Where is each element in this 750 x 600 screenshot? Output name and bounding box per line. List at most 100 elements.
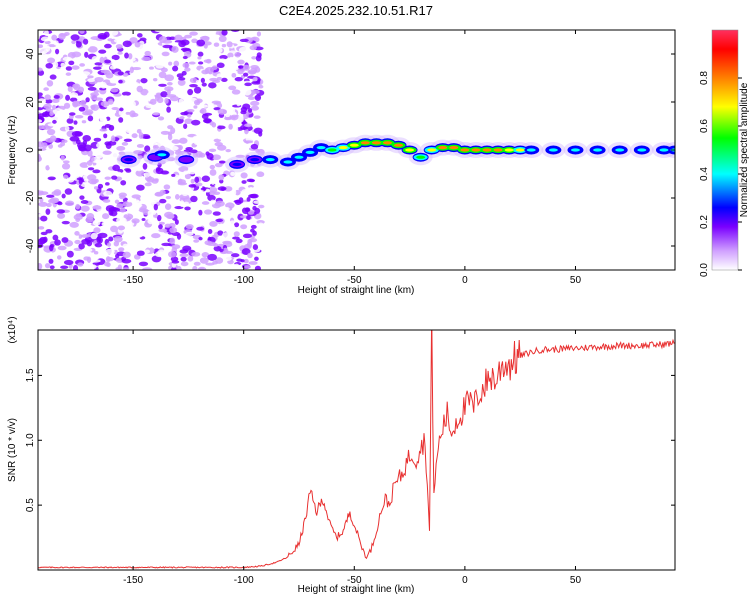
spectrogram-noise-speck: [141, 192, 148, 200]
spectrogram-noise-speck: [158, 228, 168, 233]
spectrogram-noise-speck: [162, 39, 173, 44]
spectrogram-noise-speck: [253, 115, 261, 119]
spectrogram-noise-speck: [156, 214, 162, 222]
spectrogram-noise-speck: [82, 111, 93, 116]
spectrogram-noise-speck: [48, 143, 54, 149]
spectrogram-noise-speck: [217, 144, 227, 151]
spectrogram-noise-speck: [210, 199, 216, 205]
spectrogram-noise-speck: [254, 256, 259, 261]
spectrogram-noise-speck: [106, 86, 112, 91]
spectrogram-noise-speck: [132, 242, 139, 249]
spectrogram-x-tick-label: 0: [462, 275, 468, 286]
spectrogram-noise-speck: [183, 201, 190, 206]
spectrogram-noise-speck: [118, 79, 123, 84]
spectrogram-noise-speck: [117, 71, 124, 76]
spectrogram-noise-speck: [207, 194, 216, 202]
spectrogram-noise-speck: [230, 171, 236, 176]
spectrogram-noise-speck: [218, 174, 225, 181]
spectrogram-noise-speck: [167, 214, 175, 220]
spectrogram-ridge-core: [471, 148, 481, 152]
spectrogram-noise-speck: [235, 238, 243, 244]
spectrogram-noise-speck: [151, 265, 159, 270]
spectrogram-noise-speck: [244, 33, 251, 39]
spectrogram-noise-speck: [61, 237, 69, 243]
spectrogram-noise-speck: [196, 226, 205, 231]
spectrogram-ridge-core: [482, 148, 492, 152]
spectrogram-noise-speck: [63, 259, 74, 266]
spectrogram-noise-speck: [114, 171, 122, 176]
spectrogram-ridge-core: [316, 146, 326, 150]
spectrogram-noise-speck: [180, 261, 189, 267]
spectrogram-noise-speck: [197, 51, 204, 57]
spectrogram-noise-speck: [223, 207, 230, 211]
spectrogram-noise-speck: [84, 51, 89, 58]
spectrogram-ridge-core: [615, 148, 625, 152]
spectrogram-noise-speck: [68, 211, 76, 217]
colorbar-gradient: [711, 29, 739, 271]
spectrogram-noise-speck: [258, 84, 264, 89]
spectrogram-noise-speck: [184, 34, 192, 39]
spectrogram-noise-speck: [131, 112, 139, 117]
spectrogram-noise-speck: [154, 251, 165, 258]
spectrogram-noise-speck: [100, 81, 107, 89]
spectrogram-noise-speck: [140, 96, 146, 101]
spectrogram-noise-speck: [221, 30, 228, 36]
spectrogram-noise-speck: [82, 134, 92, 142]
spectrogram-noise-speck: [204, 209, 213, 215]
spectrogram-noise-speck: [79, 30, 85, 34]
spectrogram-noise-speck: [203, 43, 208, 49]
spectrogram-noise-speck: [57, 144, 63, 148]
spectrogram-noise-speck: [178, 107, 188, 112]
spectrogram-noise-speck: [121, 114, 131, 119]
spectrogram-noise-speck: [68, 112, 76, 116]
spectrogram-ridge-core: [659, 148, 669, 152]
spectrogram-noise-speck: [49, 74, 57, 80]
spectrogram-ridge-core: [338, 146, 348, 150]
spectrogram-noise-speck: [82, 38, 89, 45]
spectrogram-noise-speck: [210, 133, 217, 138]
spectrogram-noise-speck: [246, 241, 253, 248]
spectrogram-noise-speck: [73, 214, 83, 221]
spectrogram-noise-speck: [113, 38, 123, 43]
spectrogram-noise-speck: [151, 217, 157, 222]
spectrogram-noise-speck: [40, 36, 51, 42]
spectrogram-noise-speck: [174, 219, 179, 225]
spectrogram-noise-speck: [219, 54, 228, 60]
spectrogram-noise-speck: [135, 205, 140, 210]
spectrogram-noise-speck: [249, 45, 257, 51]
spectrogram-noise-speck: [247, 108, 253, 113]
spectrogram-noise-speck: [151, 178, 159, 184]
snr-x-tick-label: -100: [234, 575, 254, 586]
spectrogram-noise-speck: [169, 227, 178, 234]
spectrogram-noise-speck: [222, 240, 232, 245]
spectrogram-noise-speck: [97, 251, 104, 256]
spectrogram-noise-speck: [160, 130, 170, 135]
spectrogram-noise-speck: [201, 175, 211, 183]
spectrogram-noise-speck: [155, 47, 161, 52]
spectrogram-noise-speck: [46, 194, 55, 198]
spectrogram-noise-speck: [52, 179, 61, 186]
spectrogram-noise-speck: [113, 235, 123, 243]
spectrogram-noise-speck: [233, 263, 240, 270]
spectrogram-noise-speck: [164, 97, 169, 104]
spectrogram-noise-speck: [208, 82, 217, 89]
snr-y-tick-label: 1.5: [25, 368, 36, 382]
spectrogram-noise-speck: [219, 223, 224, 230]
spectrogram-noise-speck: [39, 48, 49, 55]
spectrogram-noise-speck: [219, 179, 224, 184]
spectrogram-noise-speck: [72, 100, 79, 108]
spectrogram-noise-speck: [160, 170, 169, 175]
spectrogram-noise-speck: [135, 169, 145, 177]
spectrogram-noise-speck: [111, 106, 119, 111]
spectrogram-noise-speck: [209, 127, 215, 135]
spectrogram-noise-speck: [131, 66, 142, 71]
spectrogram-noise-speck: [190, 195, 198, 203]
spectrogram-noise-speck: [137, 33, 143, 38]
spectrogram-noise-speck: [223, 100, 231, 107]
spectrogram-noise-speck: [132, 72, 140, 76]
spectrogram-noise-speck: [222, 109, 227, 114]
spectrogram-noise-speck: [207, 253, 218, 261]
spectrogram-noise-speck: [49, 265, 55, 270]
spectrogram-noise-speck: [184, 100, 189, 108]
spectrogram-noise-speck: [131, 82, 140, 87]
